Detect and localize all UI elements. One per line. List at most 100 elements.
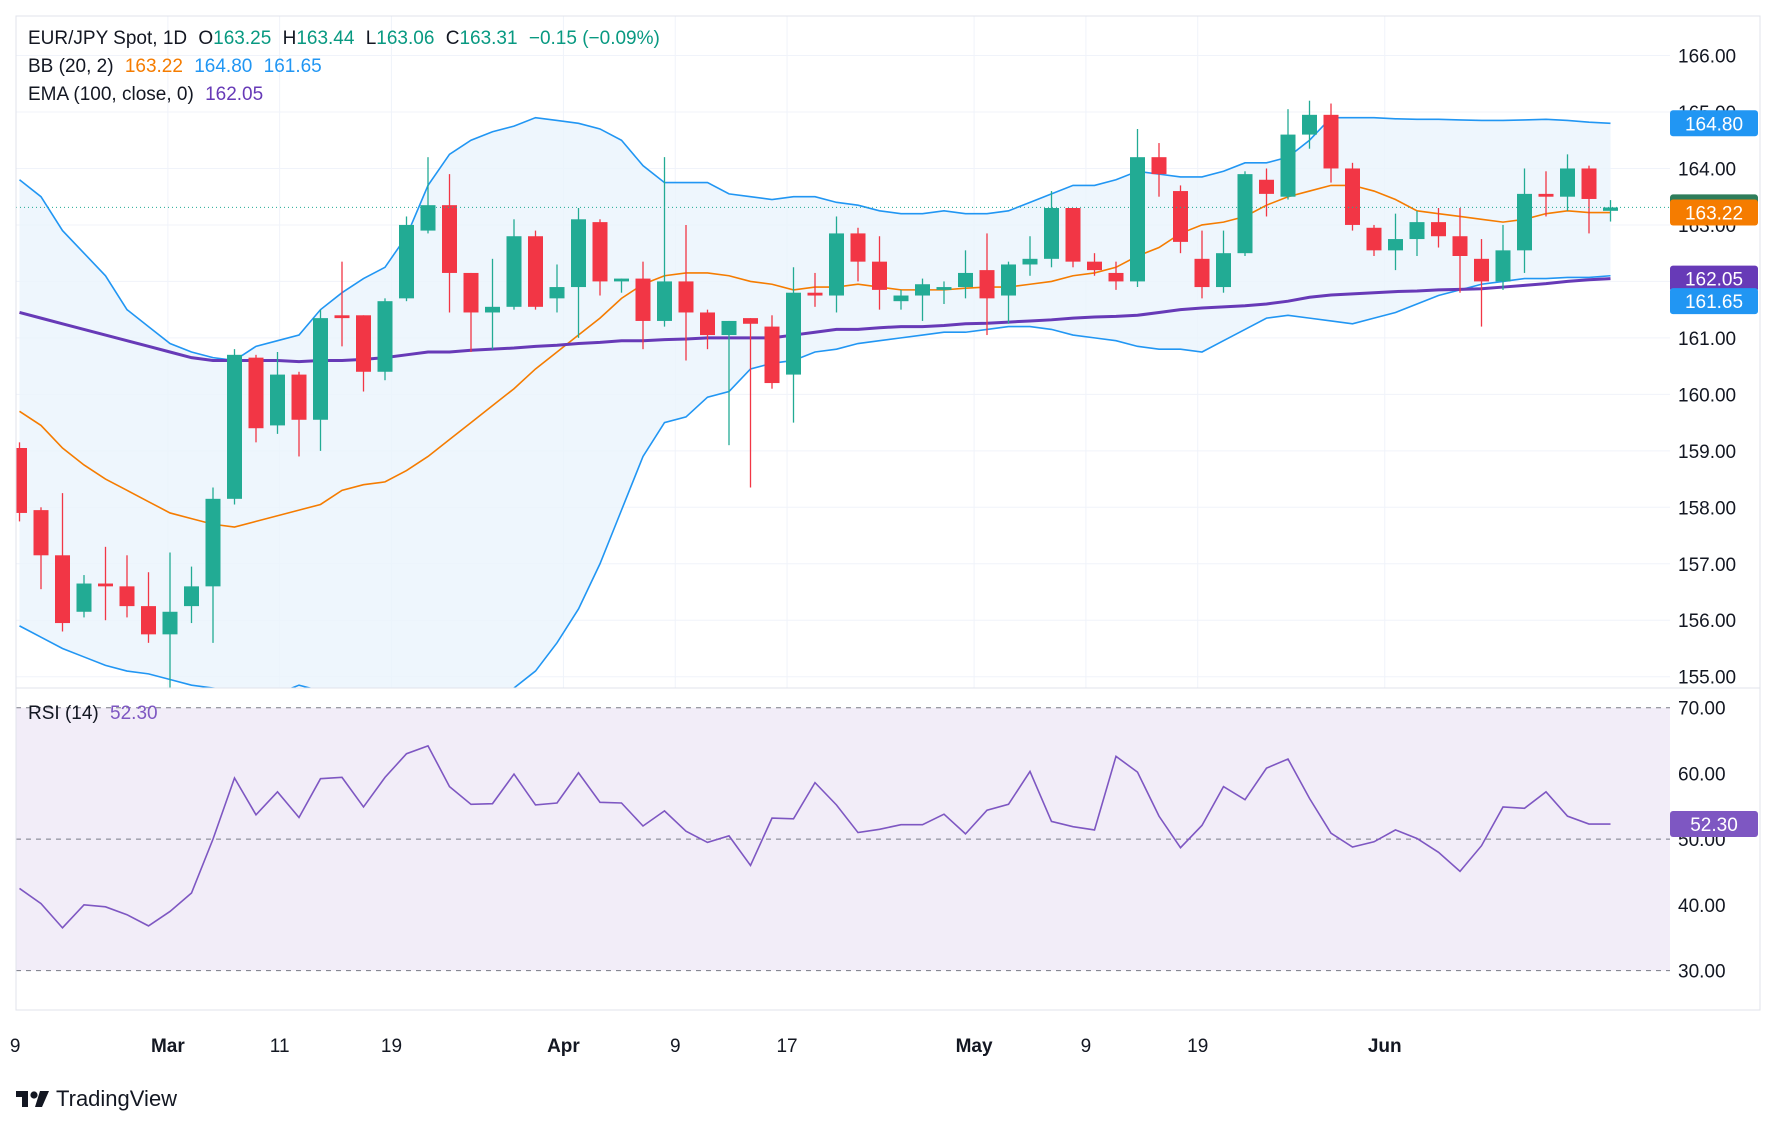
bb-lower-value: 161.65 <box>263 56 322 77</box>
price-pane <box>16 16 1670 688</box>
time-tick-label: Jun <box>1368 1036 1402 1057</box>
time-tick-label: 9 <box>670 1036 681 1057</box>
candle-body <box>1065 208 1081 262</box>
candle-body <box>1237 174 1253 254</box>
candle-body <box>850 233 866 262</box>
rsi-label: RSI (14) <box>28 703 99 724</box>
candle-body <box>764 326 780 384</box>
candle-body <box>76 583 92 612</box>
candle-body <box>270 374 285 426</box>
candle-body <box>700 312 715 336</box>
candle-body <box>141 606 156 635</box>
candle-body <box>1022 258 1038 265</box>
candle-body <box>915 284 930 296</box>
candle-body <box>678 281 694 313</box>
candle-body <box>721 320 737 336</box>
bb-basis-value: 163.22 <box>124 56 183 77</box>
candle-body <box>1173 191 1188 242</box>
low-label: L <box>365 28 377 49</box>
ema-label: EMA (100, close, 0) <box>28 84 194 105</box>
candle-body <box>936 287 952 290</box>
close-label: C <box>445 28 460 49</box>
candle-body <box>184 586 199 607</box>
candle-body <box>571 219 586 288</box>
brand-name: TradingView <box>56 1086 178 1111</box>
candle-body <box>1130 157 1145 282</box>
candle-body <box>1044 208 1059 259</box>
candle-body <box>1345 168 1360 225</box>
price-tick-label: 155.00 <box>1678 668 1736 689</box>
price-label-text: 163.22 <box>1685 204 1743 225</box>
price-label-box <box>1670 110 1758 137</box>
price-tick-label: 157.00 <box>1678 555 1736 576</box>
candle-body <box>549 287 565 299</box>
rsi-pane <box>16 707 1670 972</box>
candle-body <box>1452 236 1468 256</box>
time-tick-label: May <box>956 1036 993 1057</box>
tradingview-logo[interactable]: TradingView <box>16 1086 177 1112</box>
low-value: 163.06 <box>376 28 435 49</box>
candle-body <box>807 292 823 296</box>
candle-body <box>506 236 522 307</box>
time-tick-label: 9 <box>1081 1036 1092 1057</box>
price-label-box <box>1670 265 1758 292</box>
rsi-label-box <box>1670 811 1758 838</box>
candle-body <box>334 315 350 319</box>
symbol-title: EUR/JPY Spot, 1D <box>28 28 188 49</box>
price-tick-label: 166.00 <box>1678 47 1736 68</box>
candle-body <box>227 354 242 499</box>
candle-body <box>1474 258 1489 282</box>
candle-body <box>1302 114 1317 135</box>
candle-body <box>485 306 500 313</box>
candle-body <box>98 583 113 587</box>
candle-body <box>205 498 221 587</box>
candle-body <box>1001 264 1016 296</box>
time-tick-label: Apr <box>547 1036 580 1057</box>
bb-legend: BB (20, 2) 163.22 164.80 161.65 <box>28 56 328 78</box>
candle-body <box>592 222 608 282</box>
bb-band-fill <box>19 117 1611 688</box>
candle-body <box>657 281 672 321</box>
high-label: H <box>282 28 297 49</box>
rsi-tick-label: 60.00 <box>1678 764 1726 785</box>
bb-upper-value: 164.80 <box>194 56 253 77</box>
ema-line <box>19 277 1611 364</box>
candle-body <box>162 611 178 635</box>
chart-frame <box>15 15 1761 1011</box>
candle-body <box>1323 114 1339 169</box>
open-label: O <box>198 28 214 49</box>
change-value: −0.15 (−0.09%) <box>528 28 660 49</box>
candle-body <box>1409 222 1425 240</box>
time-tick-label: 11 <box>270 1036 290 1057</box>
candle-body <box>635 278 651 321</box>
price-label-box <box>1670 288 1758 315</box>
candle-body <box>16 448 27 513</box>
candle-body <box>1538 193 1554 197</box>
candle-body <box>1495 250 1511 282</box>
candle-body <box>979 270 995 299</box>
candle-body <box>1388 239 1403 251</box>
price-label-text: 162.05 <box>1685 270 1743 291</box>
ohlc-legend: EUR/JPY Spot, 1D O163.25 H163.44 L163.06… <box>28 28 666 50</box>
ema-legend: EMA (100, close, 0) 162.05 <box>28 84 269 106</box>
time-tick-label: 19 <box>381 1036 402 1057</box>
price-label-text: 164.80 <box>1685 114 1743 135</box>
candle-body <box>55 555 70 624</box>
candle-body <box>893 295 909 302</box>
candle-body <box>1087 261 1102 271</box>
candle-body <box>33 510 49 556</box>
candle-body <box>1216 253 1231 288</box>
candle-body <box>313 318 328 420</box>
price-label-text: 161.65 <box>1685 292 1743 313</box>
time-tick-label: 19 <box>1187 1036 1208 1057</box>
rsi-value: 52.30 <box>110 703 158 724</box>
candle-body <box>872 261 887 290</box>
high-value: 163.44 <box>296 28 355 49</box>
candle-body <box>1517 193 1532 251</box>
candle-body <box>1366 227 1382 251</box>
close-value: 163.31 <box>459 28 518 49</box>
candle-body <box>829 233 844 296</box>
rsi-tick-label: 70.00 <box>1678 699 1726 720</box>
candle-body <box>420 205 436 231</box>
